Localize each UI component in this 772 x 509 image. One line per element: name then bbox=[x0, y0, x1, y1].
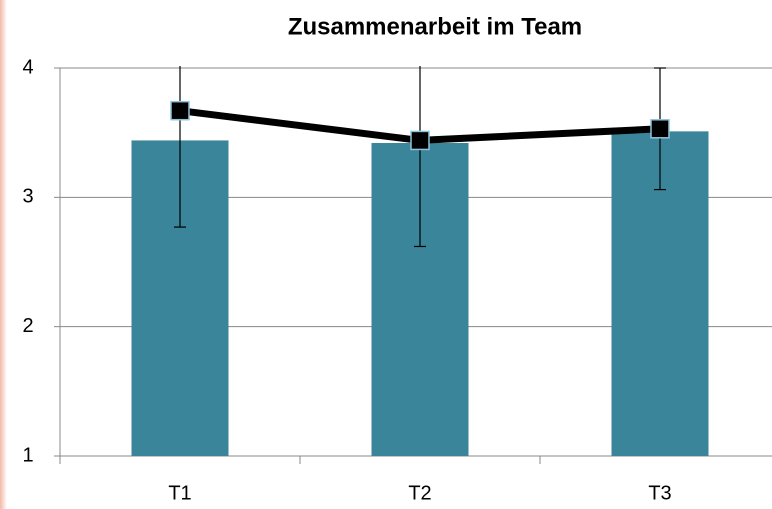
edge-strip bbox=[0, 0, 7, 509]
chart-title: Zusammenarbeit im Team bbox=[288, 13, 582, 40]
x-tick-label: T3 bbox=[648, 482, 671, 504]
y-tick-label: 2 bbox=[22, 315, 33, 337]
labels: 1 2 3 4 T1 T2 T3 bbox=[22, 56, 671, 504]
y-tick-label: 4 bbox=[22, 56, 33, 78]
marker bbox=[170, 100, 190, 121]
x-tick-label: T2 bbox=[408, 482, 431, 504]
y-tick-label: 1 bbox=[22, 444, 33, 466]
marker bbox=[410, 130, 430, 151]
lines bbox=[170, 66, 670, 248]
y-tick-label: 3 bbox=[22, 186, 33, 208]
marker bbox=[650, 119, 670, 139]
x-tick-label: T1 bbox=[168, 482, 191, 504]
